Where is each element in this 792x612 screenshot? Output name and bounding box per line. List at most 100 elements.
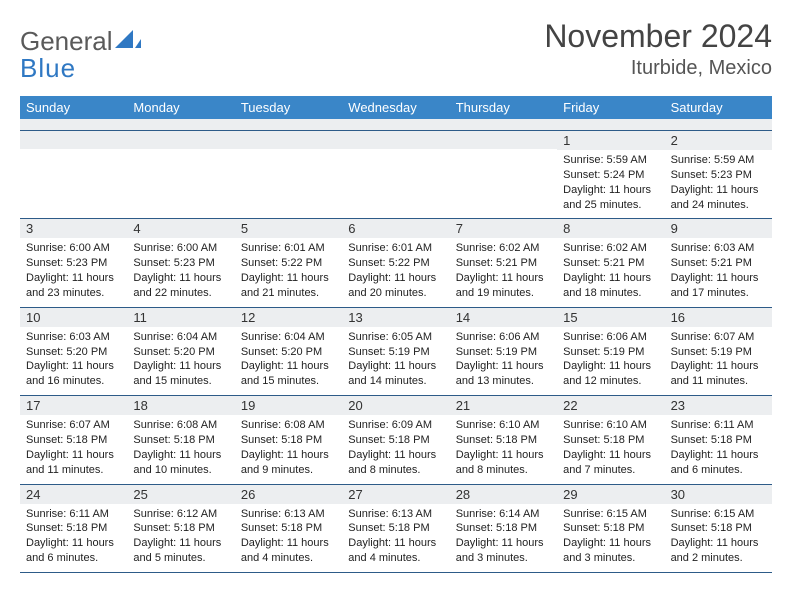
sunrise-line: Sunrise: 6:01 AM — [241, 241, 336, 256]
day-details — [127, 149, 234, 158]
day-details: Sunrise: 6:15 AMSunset: 5:18 PMDaylight:… — [665, 504, 772, 572]
day-cell: 17Sunrise: 6:07 AMSunset: 5:18 PMDayligh… — [20, 396, 127, 483]
sunrise-line: Sunrise: 6:07 AM — [26, 418, 121, 433]
sunrise-line: Sunrise: 6:11 AM — [26, 507, 121, 522]
day-details: Sunrise: 5:59 AMSunset: 5:23 PMDaylight:… — [665, 150, 772, 218]
day-cell: 12Sunrise: 6:04 AMSunset: 5:20 PMDayligh… — [235, 308, 342, 395]
day-number: 23 — [665, 396, 772, 415]
day-cell: 14Sunrise: 6:06 AMSunset: 5:19 PMDayligh… — [450, 308, 557, 395]
day-cell — [450, 131, 557, 218]
day-details: Sunrise: 5:59 AMSunset: 5:24 PMDaylight:… — [557, 150, 664, 218]
title-block: November 2024 Iturbide, Mexico — [544, 18, 772, 80]
sunset-line: Sunset: 5:18 PM — [348, 433, 443, 448]
sunset-line: Sunset: 5:20 PM — [241, 345, 336, 360]
day-cell: 28Sunrise: 6:14 AMSunset: 5:18 PMDayligh… — [450, 485, 557, 572]
sunset-line: Sunset: 5:21 PM — [456, 256, 551, 271]
day-details — [20, 149, 127, 158]
daylight-line: Daylight: 11 hours and 7 minutes. — [563, 448, 658, 478]
logo: General Blue — [20, 18, 141, 84]
sunrise-line: Sunrise: 6:10 AM — [563, 418, 658, 433]
day-number: 26 — [235, 485, 342, 504]
sunrise-line: Sunrise: 6:12 AM — [133, 507, 228, 522]
day-cell — [342, 131, 449, 218]
sunset-line: Sunset: 5:19 PM — [671, 345, 766, 360]
sunrise-line: Sunrise: 6:04 AM — [133, 330, 228, 345]
sunset-line: Sunset: 5:18 PM — [456, 521, 551, 536]
day-number — [20, 131, 127, 149]
day-details: Sunrise: 6:07 AMSunset: 5:19 PMDaylight:… — [665, 327, 772, 395]
week-row: 1Sunrise: 5:59 AMSunset: 5:24 PMDaylight… — [20, 131, 772, 219]
day-details: Sunrise: 6:12 AMSunset: 5:18 PMDaylight:… — [127, 504, 234, 572]
day-number: 9 — [665, 219, 772, 238]
day-number: 2 — [665, 131, 772, 150]
daylight-line: Daylight: 11 hours and 3 minutes. — [563, 536, 658, 566]
day-cell — [127, 131, 234, 218]
day-cell: 11Sunrise: 6:04 AMSunset: 5:20 PMDayligh… — [127, 308, 234, 395]
sunrise-line: Sunrise: 6:00 AM — [133, 241, 228, 256]
sunrise-line: Sunrise: 6:08 AM — [133, 418, 228, 433]
sunset-line: Sunset: 5:18 PM — [241, 433, 336, 448]
sunrise-line: Sunrise: 5:59 AM — [671, 153, 766, 168]
sunrise-line: Sunrise: 6:06 AM — [456, 330, 551, 345]
day-details: Sunrise: 6:11 AMSunset: 5:18 PMDaylight:… — [20, 504, 127, 572]
sunrise-line: Sunrise: 6:13 AM — [241, 507, 336, 522]
day-details: Sunrise: 6:02 AMSunset: 5:21 PMDaylight:… — [450, 238, 557, 306]
sunrise-line: Sunrise: 6:10 AM — [456, 418, 551, 433]
day-cell: 19Sunrise: 6:08 AMSunset: 5:18 PMDayligh… — [235, 396, 342, 483]
calendar-grid: Sunday Monday Tuesday Wednesday Thursday… — [20, 96, 772, 573]
day-number: 25 — [127, 485, 234, 504]
sunset-line: Sunset: 5:22 PM — [348, 256, 443, 271]
sunrise-line: Sunrise: 6:14 AM — [456, 507, 551, 522]
day-details: Sunrise: 6:03 AMSunset: 5:21 PMDaylight:… — [665, 238, 772, 306]
daylight-line: Daylight: 11 hours and 14 minutes. — [348, 359, 443, 389]
day-details: Sunrise: 6:02 AMSunset: 5:21 PMDaylight:… — [557, 238, 664, 306]
day-number: 6 — [342, 219, 449, 238]
sunset-line: Sunset: 5:21 PM — [671, 256, 766, 271]
sunset-line: Sunset: 5:20 PM — [133, 345, 228, 360]
daylight-line: Daylight: 11 hours and 17 minutes. — [671, 271, 766, 301]
day-number — [235, 131, 342, 149]
daylight-line: Daylight: 11 hours and 6 minutes. — [26, 536, 121, 566]
day-details: Sunrise: 6:15 AMSunset: 5:18 PMDaylight:… — [557, 504, 664, 572]
day-details: Sunrise: 6:04 AMSunset: 5:20 PMDaylight:… — [127, 327, 234, 395]
day-cell: 26 Sunrise: 6:13 AMSunset: 5:18 PMDayligh… — [235, 485, 342, 572]
day-cell: 2Sunrise: 5:59 AMSunset: 5:23 PMDaylight… — [665, 131, 772, 218]
sunset-line: Sunset: 5:18 PM — [241, 521, 336, 536]
day-details: Sunrise: 6:00 AMSunset: 5:23 PMDaylight:… — [127, 238, 234, 306]
day-number: 4 — [127, 219, 234, 238]
sunrise-line: Sunrise: 6:09 AM — [348, 418, 443, 433]
day-number: 27 — [342, 485, 449, 504]
sunrise-line: Sunrise: 6:02 AM — [563, 241, 658, 256]
sunset-line: Sunset: 5:18 PM — [671, 521, 766, 536]
day-number: 11 — [127, 308, 234, 327]
header: General Blue November 2024 Iturbide, Mex… — [20, 18, 772, 84]
day-number: 1 — [557, 131, 664, 150]
day-details: Sunrise: 6:04 AMSunset: 5:20 PMDaylight:… — [235, 327, 342, 395]
sunset-line: Sunset: 5:18 PM — [26, 433, 121, 448]
day-details: Sunrise: 6:06 AMSunset: 5:19 PMDaylight:… — [450, 327, 557, 395]
location: Iturbide, Mexico — [544, 57, 772, 80]
daylight-line: Daylight: 11 hours and 19 minutes. — [456, 271, 551, 301]
sunrise-line: Sunrise: 6:01 AM — [348, 241, 443, 256]
sunset-line: Sunset: 5:18 PM — [563, 433, 658, 448]
sunset-line: Sunset: 5:24 PM — [563, 168, 658, 183]
week-row: 17Sunrise: 6:07 AMSunset: 5:18 PMDayligh… — [20, 396, 772, 484]
daylight-line: Daylight: 11 hours and 13 minutes. — [456, 359, 551, 389]
daylight-line: Daylight: 11 hours and 4 minutes. — [241, 536, 336, 566]
sunrise-line: Sunrise: 6:03 AM — [26, 330, 121, 345]
sunset-line: Sunset: 5:18 PM — [456, 433, 551, 448]
sunrise-line: Sunrise: 6:13 AM — [348, 507, 443, 522]
week-row: 3Sunrise: 6:00 AMSunset: 5:23 PMDaylight… — [20, 219, 772, 307]
daylight-line: Daylight: 11 hours and 2 minutes. — [671, 536, 766, 566]
daylight-line: Daylight: 11 hours and 4 minutes. — [348, 536, 443, 566]
day-cell: 23Sunrise: 6:11 AMSunset: 5:18 PMDayligh… — [665, 396, 772, 483]
day-details — [450, 149, 557, 158]
day-details: Sunrise: 6:07 AMSunset: 5:18 PMDaylight:… — [20, 415, 127, 483]
day-details: Sunrise: 6:08 AMSunset: 5:18 PMDaylight:… — [127, 415, 234, 483]
daylight-line: Daylight: 11 hours and 18 minutes. — [563, 271, 658, 301]
day-number: 28 — [450, 485, 557, 504]
day-number: 30 — [665, 485, 772, 504]
day-details: Sunrise: 6:03 AMSunset: 5:20 PMDaylight:… — [20, 327, 127, 395]
day-details: Sunrise: 6:01 AMSunset: 5:22 PMDaylight:… — [342, 238, 449, 306]
weekday-header: Thursday — [450, 96, 557, 119]
